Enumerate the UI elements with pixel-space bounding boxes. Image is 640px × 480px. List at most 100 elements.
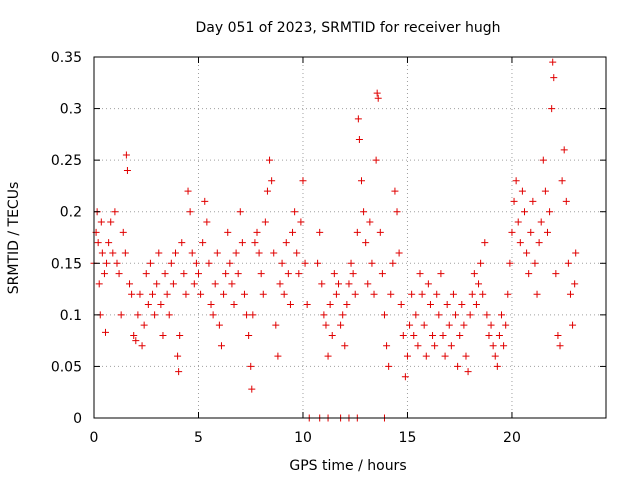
data-point <box>268 177 276 185</box>
data-point <box>257 270 265 278</box>
data-point <box>263 187 271 195</box>
data-point <box>101 328 109 336</box>
data-point <box>161 270 169 278</box>
data-point <box>215 321 223 329</box>
data-point <box>380 311 388 319</box>
data-point <box>523 249 531 257</box>
data-point <box>374 94 382 102</box>
data-point <box>316 228 324 236</box>
data-point <box>318 280 326 288</box>
data-point <box>286 301 294 309</box>
data-point <box>504 290 512 298</box>
y-tick-labels: 0 0.05 0.1 0.15 0.2 0.25 0.3 0.35 <box>51 50 82 427</box>
data-point <box>516 239 524 247</box>
data-point <box>554 331 562 339</box>
data-point <box>297 218 305 226</box>
data-point <box>190 280 198 288</box>
data-point <box>335 280 343 288</box>
data-point <box>452 311 460 319</box>
data-point <box>243 311 251 319</box>
data-point <box>385 362 393 370</box>
data-point <box>155 249 163 257</box>
data-point <box>253 228 261 236</box>
y-tick-label: 0.1 <box>60 308 82 324</box>
data-point <box>274 352 282 360</box>
data-point <box>550 74 558 82</box>
data-point <box>175 368 183 376</box>
data-point <box>393 208 401 216</box>
data-point <box>487 321 495 329</box>
data-point <box>491 352 499 360</box>
data-point <box>220 290 228 298</box>
data-point <box>98 249 106 257</box>
data-point <box>431 342 439 350</box>
data-point <box>142 270 150 278</box>
data-point <box>282 239 290 247</box>
data-point <box>529 197 537 205</box>
data-point <box>502 321 510 329</box>
data-point <box>437 270 445 278</box>
data-point <box>121 249 129 257</box>
data-point <box>458 301 466 309</box>
data-point <box>362 239 370 247</box>
data-point <box>194 270 202 278</box>
data-point <box>548 105 556 113</box>
data-point <box>560 146 568 154</box>
data-point <box>280 290 288 298</box>
data-point <box>481 239 489 247</box>
data-point <box>115 270 123 278</box>
data-point <box>566 290 574 298</box>
data-point <box>378 270 386 278</box>
data-point <box>157 301 165 309</box>
data-point <box>456 331 464 339</box>
data-point <box>159 331 167 339</box>
data-point <box>126 280 134 288</box>
x-tick-labels: 0 5 10 15 20 <box>90 430 521 446</box>
data-point <box>514 218 522 226</box>
data-point <box>429 331 437 339</box>
data-point <box>426 301 434 309</box>
x-tick-label: 0 <box>90 430 99 446</box>
data-point <box>337 321 345 329</box>
data-point <box>176 331 184 339</box>
data-point <box>525 270 533 278</box>
data-point <box>94 239 102 247</box>
data-point <box>410 331 418 339</box>
x-axis-title: GPS time / hours <box>289 458 406 474</box>
data-point <box>549 58 557 66</box>
data-point <box>330 270 338 278</box>
data-point <box>314 259 322 267</box>
data-point <box>518 187 526 195</box>
data-point <box>182 290 190 298</box>
data-point <box>224 228 232 236</box>
data-point <box>562 197 570 205</box>
data-point <box>299 177 307 185</box>
data-point <box>345 280 353 288</box>
data-point <box>230 301 238 309</box>
data-point <box>357 177 365 185</box>
data-point <box>376 228 384 236</box>
data-point <box>512 177 520 185</box>
data-point <box>188 249 196 257</box>
data-point <box>197 290 205 298</box>
data-point <box>178 239 186 247</box>
y-tick-label: 0.2 <box>60 205 82 221</box>
data-point <box>293 249 301 257</box>
data-point <box>506 259 514 267</box>
data-point <box>399 331 407 339</box>
data-point <box>543 228 551 236</box>
data-point <box>163 290 171 298</box>
data-point <box>320 311 328 319</box>
data-point <box>439 331 447 339</box>
data-point <box>248 385 256 393</box>
data-point <box>249 311 257 319</box>
data-point <box>222 270 230 278</box>
data-point <box>343 301 351 309</box>
data-point <box>552 270 560 278</box>
data-point <box>167 259 175 267</box>
data-point <box>324 352 332 360</box>
data-point <box>443 301 451 309</box>
data-point <box>184 187 192 195</box>
data-point <box>270 249 278 257</box>
data-point <box>412 311 420 319</box>
